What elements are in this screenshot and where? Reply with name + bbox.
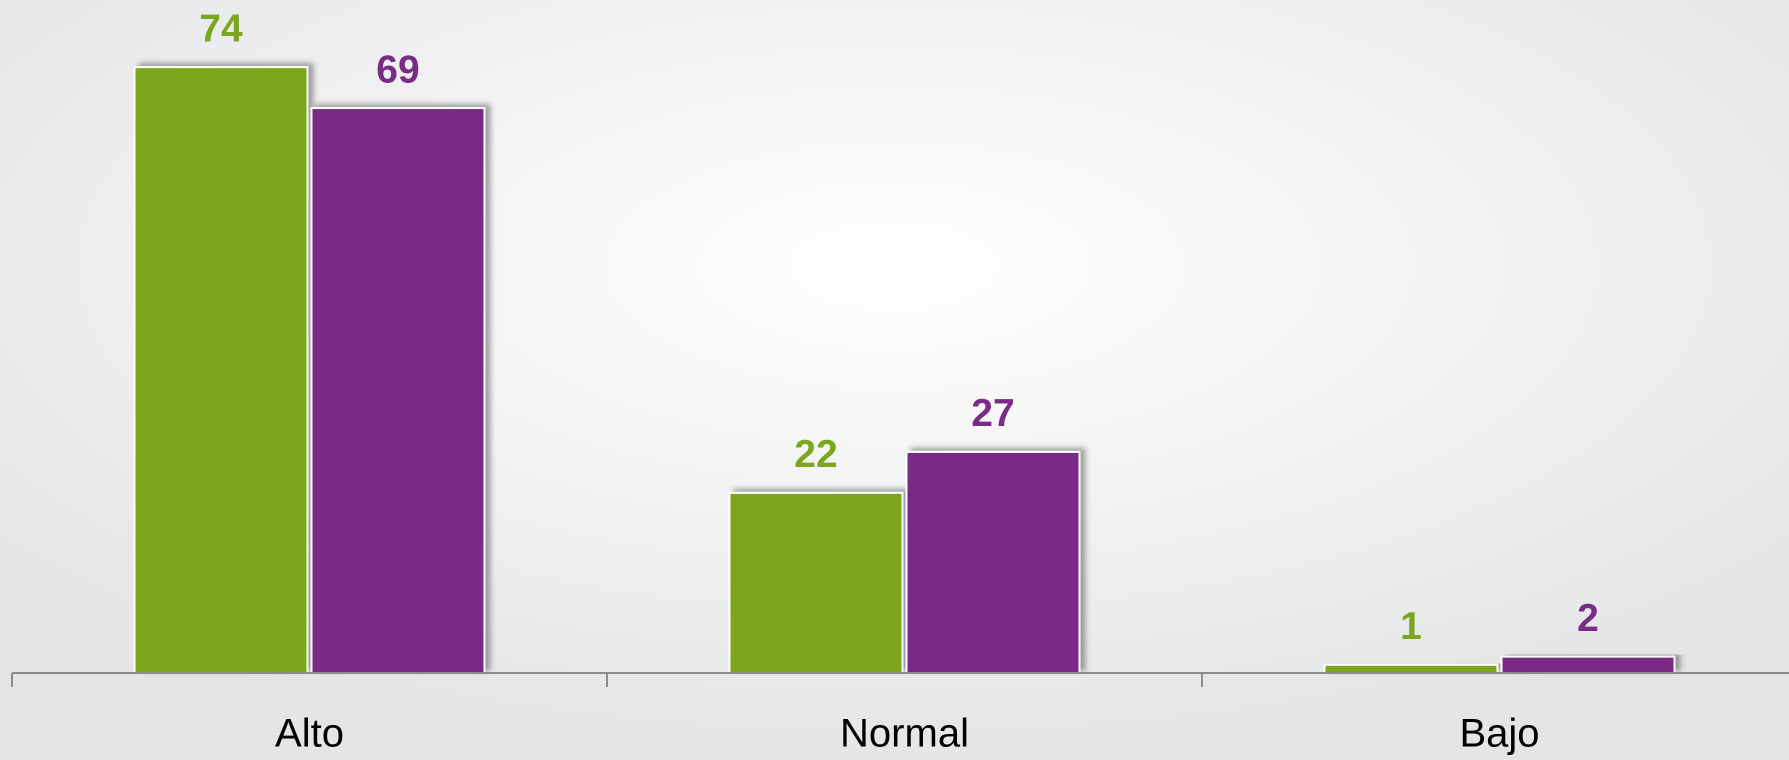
value-label: 22 (794, 433, 837, 476)
value-label: 69 (376, 48, 419, 91)
value-label: 74 (199, 7, 243, 50)
bar (905, 450, 1081, 674)
bar (310, 107, 486, 674)
bar (133, 66, 309, 674)
x-tick-label: Normal (840, 712, 969, 756)
value-label: 2 (1577, 597, 1599, 640)
bar (1323, 663, 1499, 674)
x-tick-label: Bajo (1459, 712, 1539, 756)
bar (1500, 655, 1676, 674)
x-tick-label: Alto (275, 712, 344, 756)
value-label: 27 (971, 392, 1014, 435)
bar (728, 491, 904, 674)
value-label: 1 (1400, 605, 1422, 648)
plot-area: 74 69 Alto 22 27 Normal 1 2 Bajo (11, 7, 1789, 756)
